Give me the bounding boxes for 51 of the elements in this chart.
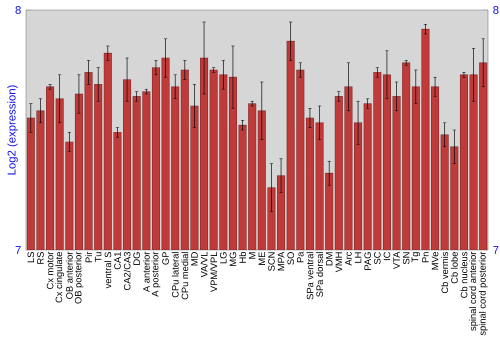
- x-tick-label: CPu medial: [181, 252, 188, 300]
- x-tick-label: DM: [326, 252, 332, 266]
- x-tick-label: SO: [287, 252, 294, 265]
- x-tick-label: ventral S: [104, 252, 112, 288]
- x-tick-label: A posterior: [152, 252, 160, 297]
- x-tick-label: VMH: [336, 252, 342, 272]
- x-tick-label: RS: [37, 252, 44, 264]
- x-tick-label: Cb lobe: [450, 252, 458, 284]
- x-tick-label: A anterior: [142, 252, 150, 292]
- x-tick-label: VTA: [393, 252, 400, 270]
- x-tick-label: LS: [28, 252, 34, 262]
- x-tick-label: MG: [230, 252, 236, 266]
- x-tick-label: SN: [402, 252, 410, 264]
- x-tick-label: OB posterior: [74, 252, 84, 304]
- x-tick-label: CA1: [114, 252, 121, 270]
- x-tick-label: OB anterior: [66, 252, 73, 299]
- x-tick-label: Cx cingulate: [55, 252, 64, 302]
- x-tick-label: spinal cord posterior: [478, 252, 488, 336]
- x-tick-label: SPa dorsal: [316, 252, 323, 297]
- x-tick-label: VA/VL: [200, 252, 208, 278]
- x-tick-label: LG: [220, 252, 227, 264]
- x-tick-label: MVe: [432, 252, 438, 270]
- y2-tick-label: 7: [493, 246, 498, 254]
- x-tick-label: Pa: [297, 252, 304, 262]
- x-tick-label: MD: [191, 252, 198, 266]
- x-tick-label: Pir: [85, 252, 92, 262]
- x-tick-label: M: [248, 252, 256, 259]
- x-tick-label: Tu: [94, 252, 102, 262]
- x-tick-label: Pn: [422, 252, 429, 262]
- x-tick-label: SC: [374, 252, 381, 264]
- x-tick-label: Tg: [412, 252, 420, 262]
- x-tick-label: GP: [162, 252, 169, 265]
- x-tick-label: Hb: [239, 252, 246, 263]
- x-tick-label: Arc: [345, 252, 352, 266]
- x-tick-label: SPa ventral: [306, 252, 314, 300]
- x-tick-label: VPM/VPL: [210, 252, 218, 292]
- x-tick-label: PAG: [364, 252, 371, 270]
- x-tick-label: Cb vermis: [441, 252, 448, 294]
- y2-tick-label: 8: [493, 6, 499, 14]
- x-tick-label: MPA: [278, 252, 284, 270]
- x-tick-label: CPu lateral: [172, 252, 179, 298]
- x-tick-label: LH: [354, 252, 362, 263]
- x-tick-label: CA2/CA3: [124, 252, 130, 290]
- x-tick-label: Cx motor: [46, 252, 54, 289]
- x-tick-label: ME: [258, 252, 266, 265]
- x-tick-label: Cb nucleus: [460, 252, 468, 298]
- x-tick-label: spinal cord anterior: [469, 252, 478, 331]
- x-tick-label: IC: [384, 252, 390, 260]
- x-tick-label: DG: [133, 252, 140, 265]
- x-tick-label: SCN: [268, 252, 275, 271]
- y-axis-title: Log2 (expression): [7, 85, 18, 174]
